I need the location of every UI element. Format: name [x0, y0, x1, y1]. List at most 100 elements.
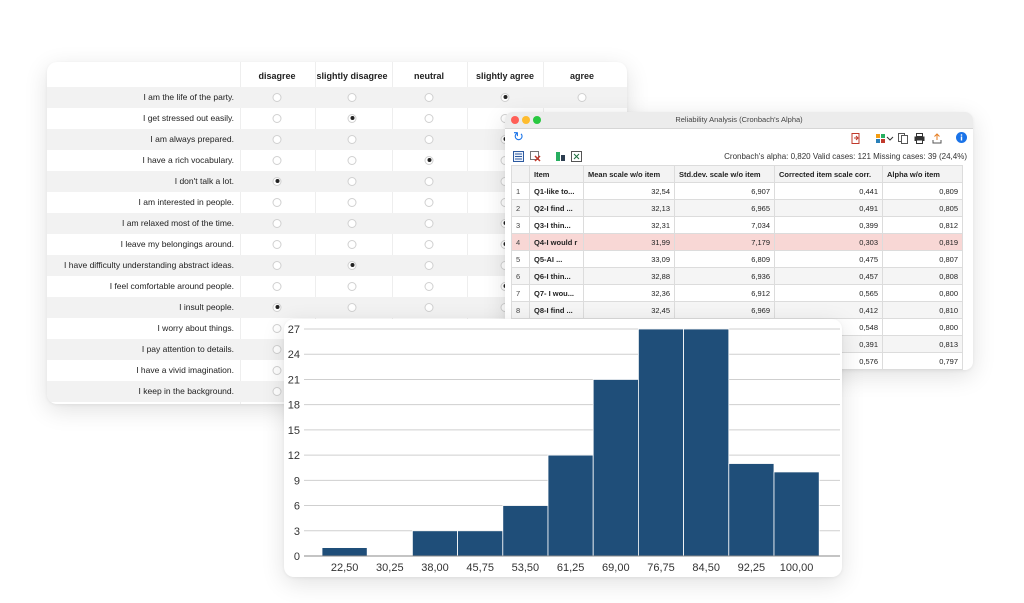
minimize-window-button[interactable] — [522, 116, 530, 124]
item-name: Q7- I wou... — [529, 284, 584, 302]
radio-button[interactable] — [424, 260, 434, 270]
radio-button[interactable] — [347, 113, 357, 123]
radio-button[interactable] — [424, 134, 434, 144]
radio-button[interactable] — [272, 302, 282, 312]
alpha-value: 0,812 — [882, 216, 963, 234]
clear-icon[interactable] — [530, 151, 541, 165]
radio-button[interactable] — [424, 197, 434, 207]
radio-button[interactable] — [272, 92, 282, 102]
histogram-bar — [457, 530, 504, 557]
row-index: 3 — [511, 216, 530, 234]
radio-button[interactable] — [347, 281, 357, 291]
filter-icon[interactable] — [555, 151, 566, 165]
radio-button[interactable] — [347, 155, 357, 165]
radio-button[interactable] — [347, 302, 357, 312]
table-row[interactable]: 7 Q7- I wou... 32,36 6,912 0,565 0,800 — [511, 284, 963, 302]
radio-button[interactable] — [272, 113, 282, 123]
radio-button[interactable] — [272, 365, 282, 375]
radio-button[interactable] — [347, 260, 357, 270]
table-row[interactable]: 4 Q4-I would r 31,99 7,179 0,303 0,819 — [511, 233, 963, 251]
radio-button[interactable] — [424, 155, 434, 165]
x-tick-label: 45,75 — [466, 562, 494, 574]
refresh-icon[interactable]: ↻ — [513, 129, 524, 144]
radio-button[interactable] — [272, 134, 282, 144]
survey-column-header: slightly agree — [475, 71, 535, 81]
survey-statement: I am interested in people. — [138, 197, 234, 207]
radio-button[interactable] — [272, 239, 282, 249]
radio-button[interactable] — [424, 239, 434, 249]
col-mean[interactable]: Mean scale w/o item — [583, 165, 675, 183]
survey-statement: I am the life of the party. — [143, 92, 234, 102]
alpha-value: 0,800 — [882, 284, 963, 302]
row-index: 4 — [511, 233, 530, 251]
table-row[interactable]: 3 Q3-I thin... 32,31 7,034 0,399 0,812 — [511, 216, 963, 234]
col-alpha[interactable]: Alpha w/o item — [882, 165, 963, 183]
radio-button[interactable] — [272, 218, 282, 228]
export-icon[interactable] — [851, 133, 861, 147]
window-titlebar: Reliability Analysis (Cronbach's Alpha) — [505, 112, 973, 129]
radio-button[interactable] — [272, 281, 282, 291]
radio-button[interactable] — [347, 197, 357, 207]
alpha-value: 0,819 — [882, 233, 963, 251]
maximize-window-button[interactable] — [533, 116, 541, 124]
radio-button[interactable] — [500, 92, 510, 102]
mean-value: 31,99 — [583, 233, 675, 251]
survey-column-header: disagree — [258, 71, 296, 81]
radio-button[interactable] — [347, 218, 357, 228]
radio-button[interactable] — [424, 281, 434, 291]
y-tick-label: 0 — [294, 551, 300, 563]
radio-button[interactable] — [424, 92, 434, 102]
x-tick-label: 76,75 — [647, 562, 675, 574]
table-row[interactable]: 1 Q1-like to... 32,54 6,907 0,441 0,809 — [511, 182, 963, 200]
info-icon[interactable] — [956, 132, 967, 146]
col-item[interactable]: Item — [529, 165, 584, 183]
radio-button[interactable] — [272, 344, 282, 354]
col-index[interactable] — [511, 165, 530, 183]
radio-button[interactable] — [424, 113, 434, 123]
radio-button[interactable] — [347, 176, 357, 186]
histogram-bar — [592, 379, 639, 557]
print-icon[interactable] — [914, 133, 925, 147]
table-row[interactable]: 2 Q2-I find ... 32,13 6,965 0,491 0,805 — [511, 199, 963, 217]
survey-statement: I don't talk a lot. — [174, 176, 234, 186]
col-stddev[interactable]: Std.dev. scale w/o item — [674, 165, 775, 183]
radio-button[interactable] — [272, 323, 282, 333]
col-corr[interactable]: Corrected item scale corr. — [774, 165, 883, 183]
y-tick-label: 12 — [288, 450, 300, 462]
table-row[interactable]: 5 Q5-AI ... 33,09 6,809 0,475 0,807 — [511, 250, 963, 268]
excel-icon[interactable] — [571, 151, 582, 165]
item-name: Q6-I thin... — [529, 267, 584, 285]
radio-button[interactable] — [424, 302, 434, 312]
radio-button[interactable] — [347, 92, 357, 102]
stddev-value: 6,969 — [674, 301, 775, 319]
close-window-button[interactable] — [511, 116, 519, 124]
radio-button[interactable] — [272, 176, 282, 186]
histogram-bar — [547, 454, 594, 557]
reliability-stats: Cronbach's alpha: 0,820 Valid cases: 121… — [724, 152, 967, 161]
radio-button[interactable] — [272, 386, 282, 396]
histogram-bar — [773, 471, 820, 557]
mean-value: 32,54 — [583, 182, 675, 200]
alpha-value: 0,800 — [882, 318, 963, 336]
corr-value: 0,565 — [774, 284, 883, 302]
table-row[interactable]: 6 Q6-I thin... 32,88 6,936 0,457 0,808 — [511, 267, 963, 285]
radio-button[interactable] — [347, 239, 357, 249]
table-row[interactable]: 8 Q8-I find ... 32,45 6,969 0,412 0,810 — [511, 301, 963, 319]
share-icon[interactable] — [932, 133, 942, 147]
y-tick-label: 9 — [294, 475, 300, 487]
radio-button[interactable] — [424, 218, 434, 228]
radio-button[interactable] — [272, 260, 282, 270]
copy-icon[interactable] — [898, 133, 908, 147]
survey-statement: I have a rich vocabulary. — [142, 155, 235, 165]
radio-button[interactable] — [347, 134, 357, 144]
table-view-icon[interactable] — [513, 151, 524, 165]
stddev-value: 6,809 — [674, 250, 775, 268]
alpha-value: 0,807 — [882, 250, 963, 268]
chart-options-icon[interactable] — [876, 133, 894, 147]
radio-button[interactable] — [272, 155, 282, 165]
radio-button[interactable] — [272, 197, 282, 207]
radio-button[interactable] — [424, 176, 434, 186]
x-tick-label: 92,25 — [738, 562, 766, 574]
histogram-bar — [728, 463, 775, 557]
radio-button[interactable] — [577, 92, 587, 102]
